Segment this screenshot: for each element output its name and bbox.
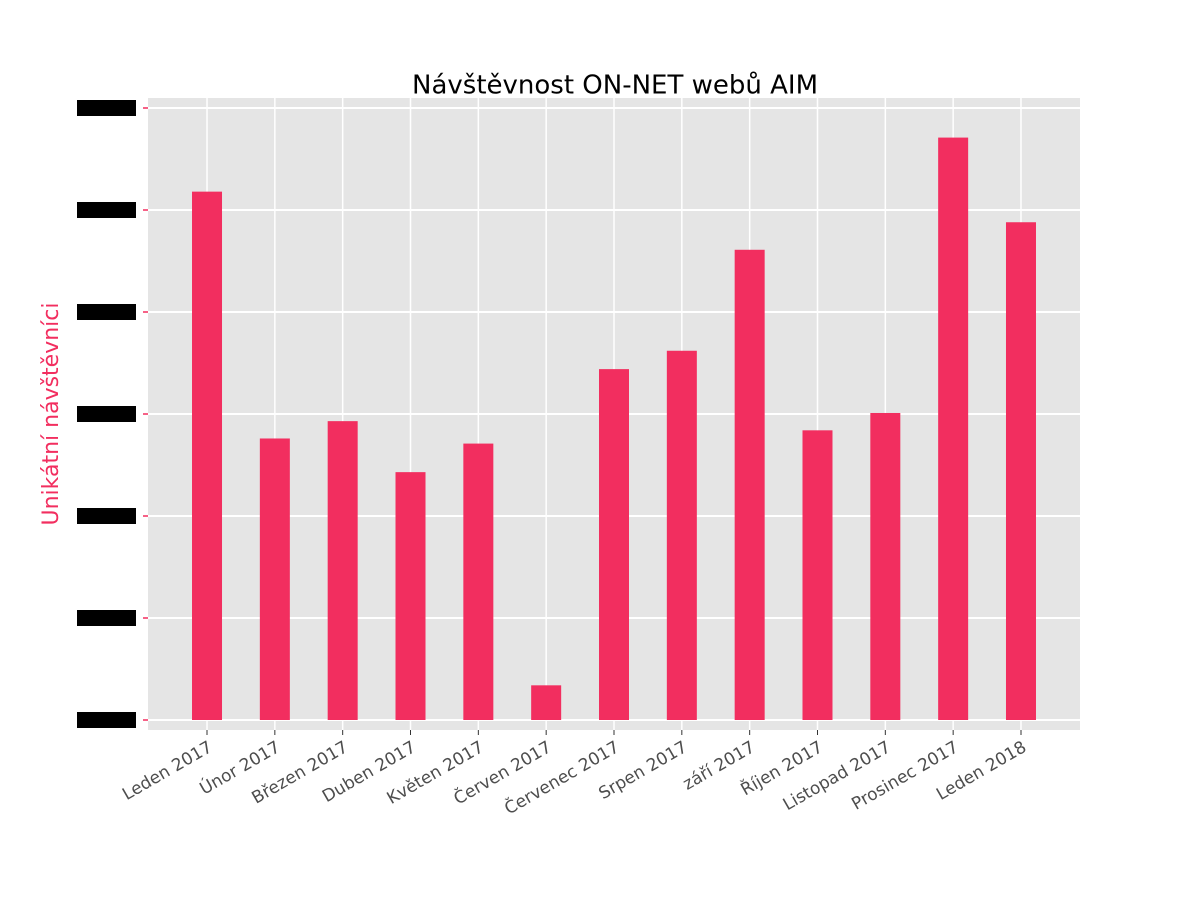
bar: [463, 443, 494, 720]
bar: [1005, 222, 1036, 721]
y-tick-label-redacted: [77, 712, 136, 728]
bar: [802, 430, 833, 720]
y-tick-label-redacted: [77, 304, 136, 320]
bar: [938, 137, 969, 720]
y-axis-label: Unikátní návštěvníci: [39, 302, 64, 525]
bar: [734, 249, 765, 720]
y-tick-label-redacted: [77, 100, 136, 116]
y-tick-label-redacted: [77, 610, 136, 626]
y-tick-label-redacted: [77, 406, 136, 422]
y-tick-label-redacted: [77, 202, 136, 218]
bar: [192, 191, 223, 720]
x-tick-label: Červenec 2017: [500, 736, 623, 820]
y-tick-label-redacted: [77, 508, 136, 524]
bar: [327, 421, 358, 720]
bar: [599, 369, 629, 720]
chart-title: Návštěvnost ON-NET webů AIM: [412, 71, 818, 101]
bar: [666, 350, 697, 720]
bar: [870, 412, 901, 720]
x-tick-label: Leden 2017: [119, 737, 216, 804]
bar: [395, 472, 426, 720]
bar: [531, 685, 562, 720]
bar: [259, 438, 290, 720]
